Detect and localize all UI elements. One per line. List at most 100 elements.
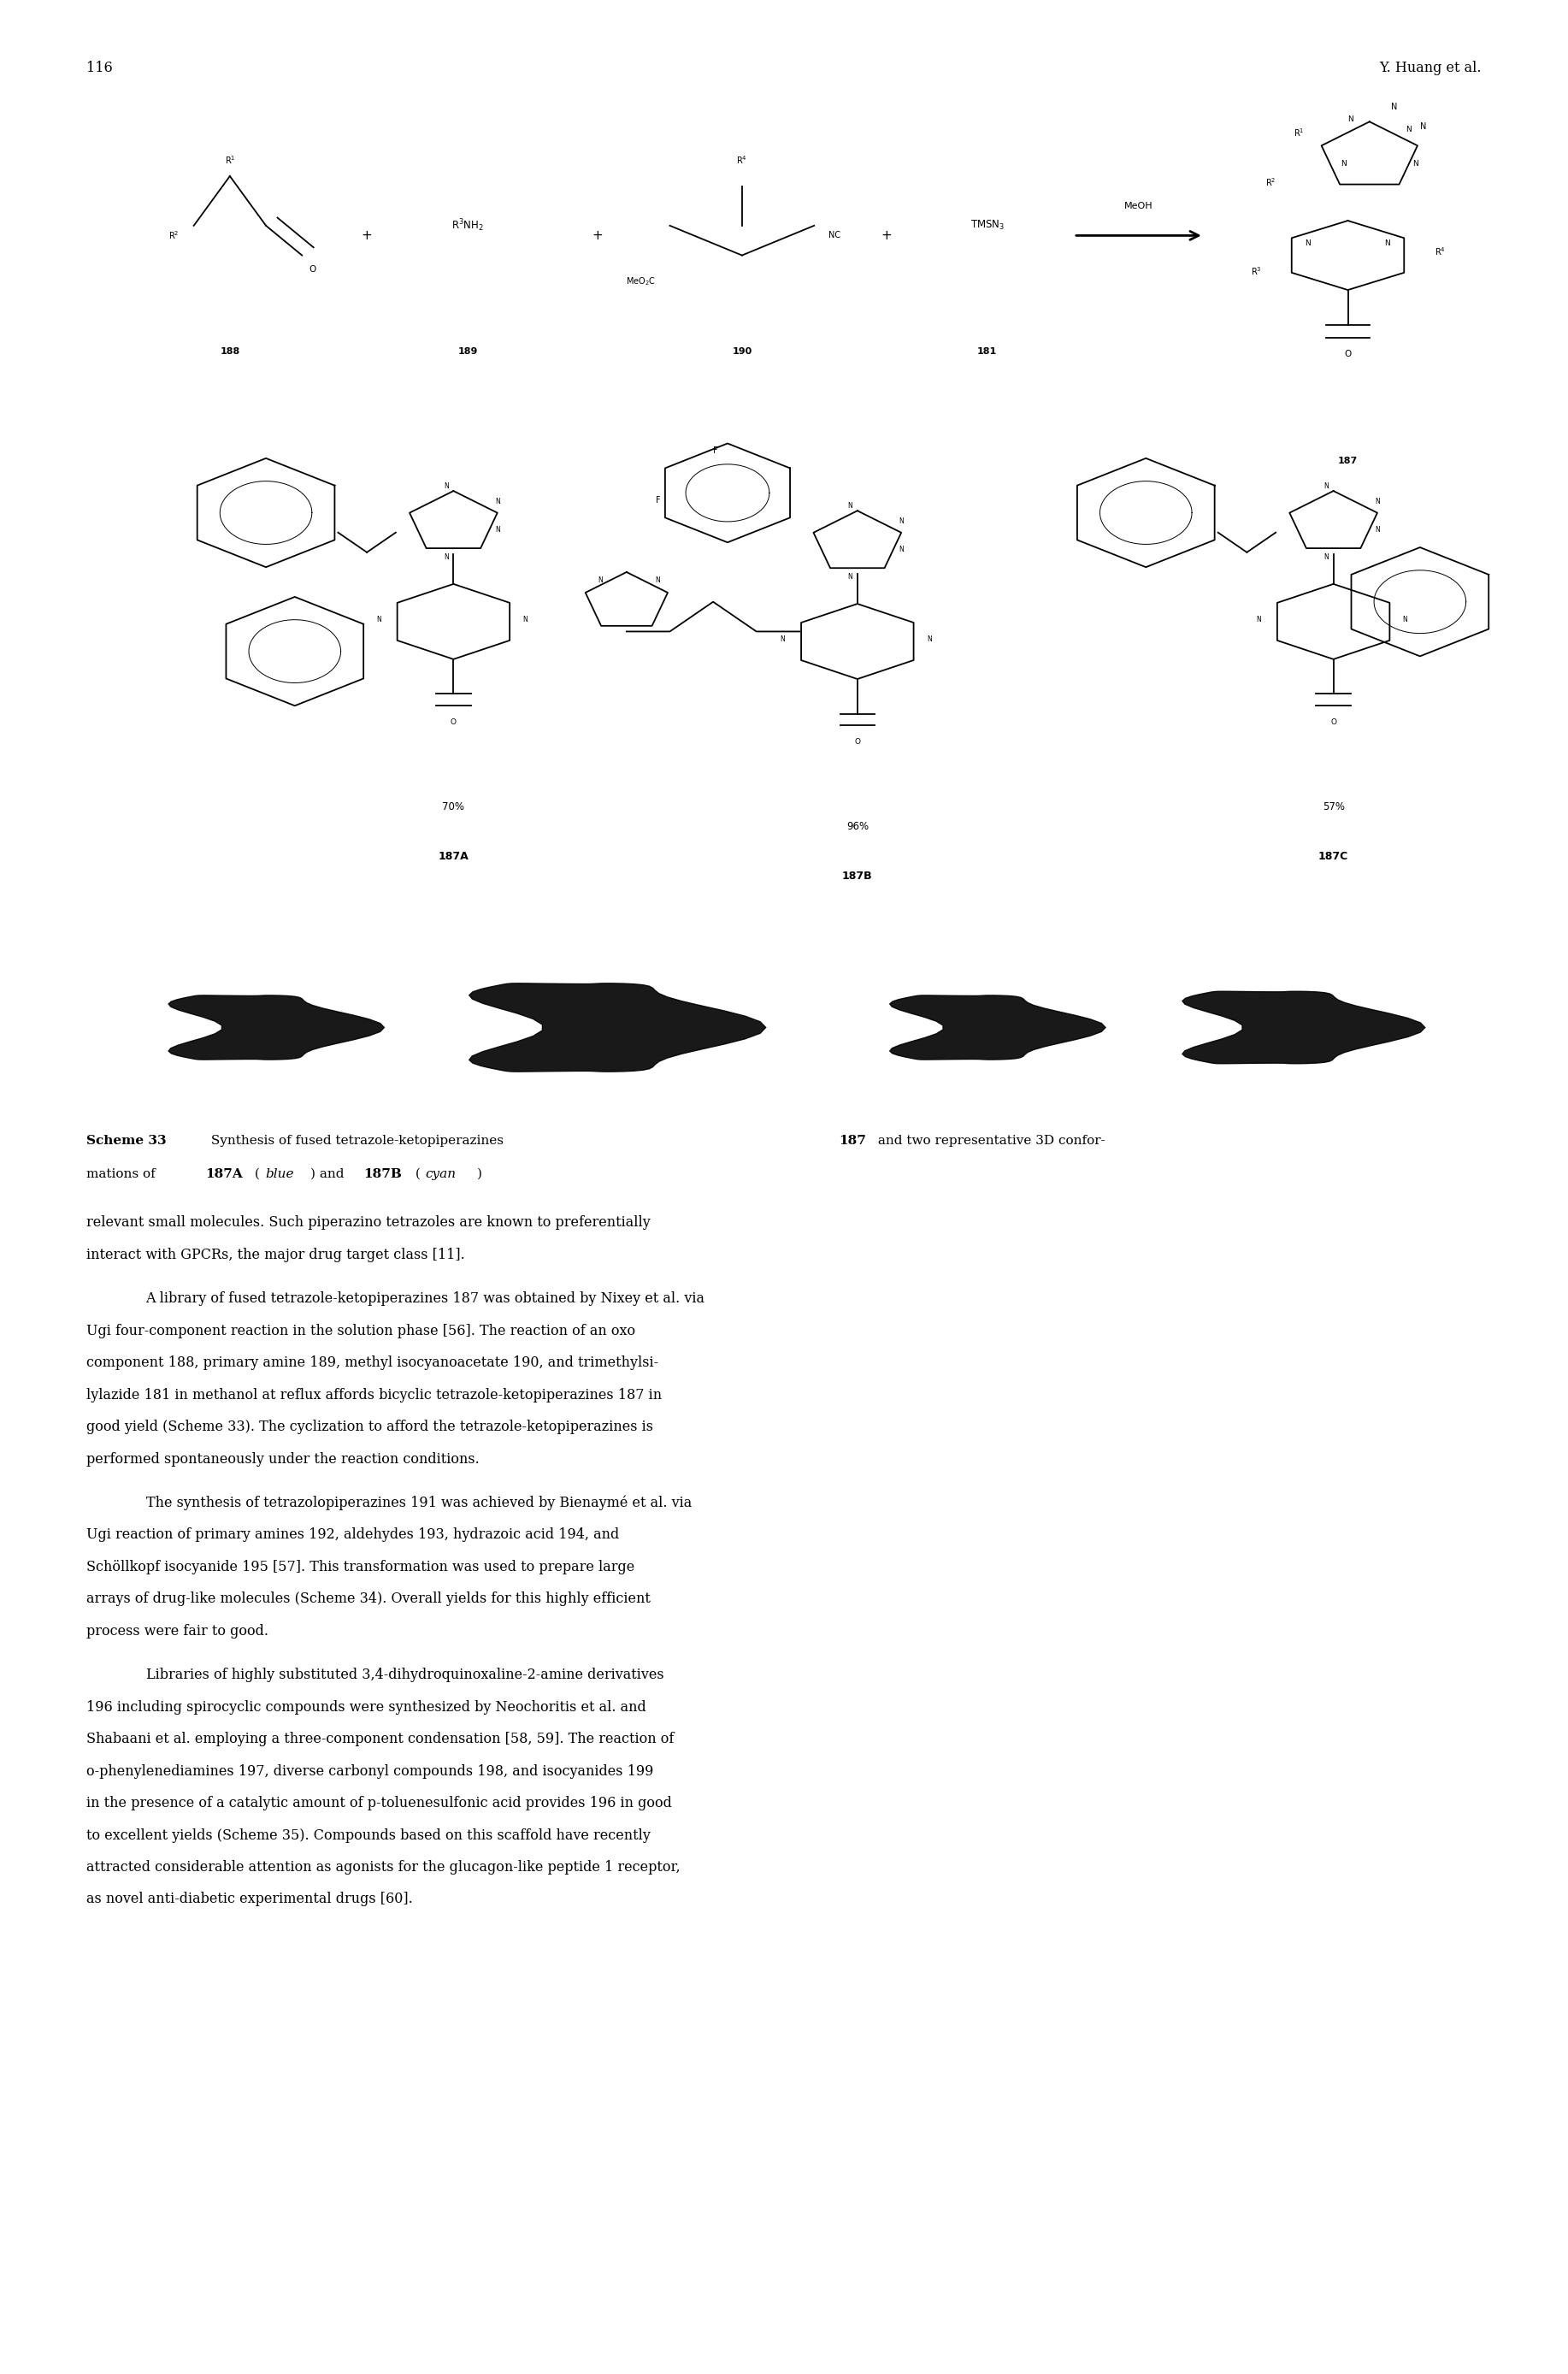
Text: as novel anti-diabetic experimental drugs [60].: as novel anti-diabetic experimental drug… <box>86 1892 412 1906</box>
Text: N: N <box>1403 615 1408 624</box>
Text: Shabaani et al. employing a three-component condensation [58, 59]. The reaction : Shabaani et al. employing a three-compon… <box>86 1733 674 1747</box>
Text: good yield (Scheme 33). The cyclization to afford the tetrazole-ketopiperazines : good yield (Scheme 33). The cyclization … <box>86 1420 654 1434</box>
Text: blue: blue <box>265 1168 293 1180</box>
Text: Ugi four-component reaction in the solution phase [56]. The reaction of an oxo: Ugi four-component reaction in the solut… <box>86 1325 635 1339</box>
Text: N: N <box>1256 615 1261 624</box>
Text: 187C: 187C <box>1319 850 1348 862</box>
Text: N: N <box>522 615 527 624</box>
Polygon shape <box>168 995 384 1059</box>
Text: lylazide 181 in methanol at reflux affords bicyclic tetrazole-ketopiperazines 18: lylazide 181 in methanol at reflux affor… <box>86 1386 662 1403</box>
Text: N: N <box>1391 102 1397 112</box>
Text: N: N <box>1375 527 1380 534</box>
Text: N: N <box>376 615 381 624</box>
Text: N: N <box>1385 240 1389 247</box>
Text: N: N <box>1348 116 1353 123</box>
Text: Synthesis of fused tetrazole-ketopiperazines: Synthesis of fused tetrazole-ketopiperaz… <box>207 1135 508 1147</box>
Text: R$^1$: R$^1$ <box>1294 126 1305 138</box>
Text: TMSN$_3$: TMSN$_3$ <box>971 218 1005 233</box>
Text: NC: NC <box>828 230 840 240</box>
Text: 187B: 187B <box>364 1168 401 1180</box>
Text: 70%: 70% <box>442 800 464 812</box>
Text: R$^2$: R$^2$ <box>1265 176 1276 188</box>
Text: N: N <box>1375 499 1380 506</box>
Text: arrays of drug-like molecules (Scheme 34). Overall yields for this highly effici: arrays of drug-like molecules (Scheme 34… <box>86 1593 651 1607</box>
Text: O: O <box>855 738 861 745</box>
Text: N: N <box>1305 240 1311 247</box>
Text: R$^4$: R$^4$ <box>737 154 748 166</box>
Text: The synthesis of tetrazolopiperazines 191 was achieved by Bienaymé et al. via: The synthesis of tetrazolopiperazines 19… <box>146 1496 691 1510</box>
Text: to excellent yields (Scheme 35). Compounds based on this scaffold have recently: to excellent yields (Scheme 35). Compoun… <box>86 1828 651 1842</box>
Text: R$^4$: R$^4$ <box>1435 245 1446 256</box>
Text: +: + <box>881 230 892 242</box>
Text: N: N <box>655 577 660 584</box>
Text: O: O <box>1330 719 1336 726</box>
Text: 187: 187 <box>1338 456 1358 465</box>
Text: N: N <box>1323 553 1328 560</box>
Text: MeO$_2$C: MeO$_2$C <box>626 275 655 287</box>
Polygon shape <box>469 983 765 1071</box>
Text: cyan: cyan <box>425 1168 456 1180</box>
Text: mations of: mations of <box>86 1168 160 1180</box>
Text: O: O <box>1344 349 1352 358</box>
Text: 57%: 57% <box>1322 800 1344 812</box>
Text: +: + <box>593 230 604 242</box>
Polygon shape <box>1182 992 1425 1064</box>
Text: Y. Huang et al.: Y. Huang et al. <box>1380 62 1482 76</box>
Text: ) and: ) and <box>310 1168 348 1180</box>
Text: interact with GPCRs, the major drug target class [11].: interact with GPCRs, the major drug targ… <box>86 1249 464 1263</box>
Text: N: N <box>495 499 500 506</box>
Text: N: N <box>495 527 500 534</box>
Polygon shape <box>889 995 1105 1059</box>
Text: 188: 188 <box>220 347 240 356</box>
Text: R$^1$: R$^1$ <box>224 154 235 166</box>
Text: R$^3$NH$_2$: R$^3$NH$_2$ <box>452 218 485 233</box>
Text: 189: 189 <box>458 347 478 356</box>
Text: R$^2$: R$^2$ <box>169 230 179 242</box>
Text: N: N <box>597 577 602 584</box>
Text: 187B: 187B <box>842 871 873 881</box>
Text: Schöllkopf isocyanide 195 [57]. This transformation was used to prepare large: Schöllkopf isocyanide 195 [57]. This tra… <box>86 1560 635 1574</box>
Text: Ugi reaction of primary amines 192, aldehydes 193, hydrazoic acid 194, and: Ugi reaction of primary amines 192, alde… <box>86 1529 619 1543</box>
Text: N: N <box>1421 123 1427 131</box>
Text: component 188, primary amine 189, methyl isocyanoacetate 190, and trimethylsi-: component 188, primary amine 189, methyl… <box>86 1356 659 1370</box>
Text: N: N <box>1341 159 1347 169</box>
Text: process were fair to good.: process were fair to good. <box>86 1624 268 1638</box>
Text: N: N <box>781 636 786 643</box>
Text: and two representative 3D confor-: and two representative 3D confor- <box>873 1135 1105 1147</box>
Text: 181: 181 <box>977 347 997 356</box>
Text: 196 including spirocyclic compounds were synthesized by Neochoritis et al. and: 196 including spirocyclic compounds were… <box>86 1700 646 1714</box>
Text: (: ( <box>251 1168 260 1180</box>
Text: attracted considerable attention as agonists for the glucagon-like peptide 1 rec: attracted considerable attention as agon… <box>86 1861 681 1875</box>
Text: 96%: 96% <box>847 821 869 831</box>
Text: performed spontaneously under the reaction conditions.: performed spontaneously under the reacti… <box>86 1453 480 1467</box>
Text: N: N <box>1323 482 1328 489</box>
Text: R$^3$: R$^3$ <box>1251 266 1261 278</box>
Text: N: N <box>1413 159 1419 169</box>
Text: 187A: 187A <box>205 1168 243 1180</box>
Text: ): ) <box>477 1168 481 1180</box>
Text: F: F <box>655 496 660 506</box>
Text: relevant small molecules. Such piperazino tetrazoles are known to preferentially: relevant small molecules. Such piperazin… <box>86 1215 651 1230</box>
Text: 190: 190 <box>732 347 753 356</box>
Text: (: ( <box>411 1168 420 1180</box>
Text: in the presence of a catalytic amount of p-toluenesulfonic acid provides 196 in : in the presence of a catalytic amount of… <box>86 1797 671 1811</box>
Text: O: O <box>309 266 317 273</box>
Text: N: N <box>444 482 448 489</box>
Text: A library of fused tetrazole-ketopiperazines 187 was obtained by Nixey et al. vi: A library of fused tetrazole-ketopiperaz… <box>146 1291 706 1306</box>
Text: MeOH: MeOH <box>1124 202 1152 211</box>
Text: 187: 187 <box>839 1135 866 1147</box>
Text: 187A: 187A <box>437 850 469 862</box>
Text: 116: 116 <box>86 62 113 76</box>
Text: N: N <box>848 501 853 510</box>
Text: o-phenylenediamines 197, diverse carbonyl compounds 198, and isocyanides 199: o-phenylenediamines 197, diverse carbony… <box>86 1764 654 1778</box>
Text: O: O <box>450 719 456 726</box>
Text: N: N <box>898 518 903 525</box>
Text: Scheme 33: Scheme 33 <box>86 1135 166 1147</box>
Text: F: F <box>713 446 718 456</box>
Text: N: N <box>848 572 853 582</box>
Text: Libraries of highly substituted 3,4-dihydroquinoxaline-2-amine derivatives: Libraries of highly substituted 3,4-dihy… <box>146 1669 663 1683</box>
Text: N: N <box>898 546 903 553</box>
Text: N: N <box>1405 126 1411 133</box>
Text: +: + <box>362 230 372 242</box>
Text: N: N <box>444 553 448 560</box>
